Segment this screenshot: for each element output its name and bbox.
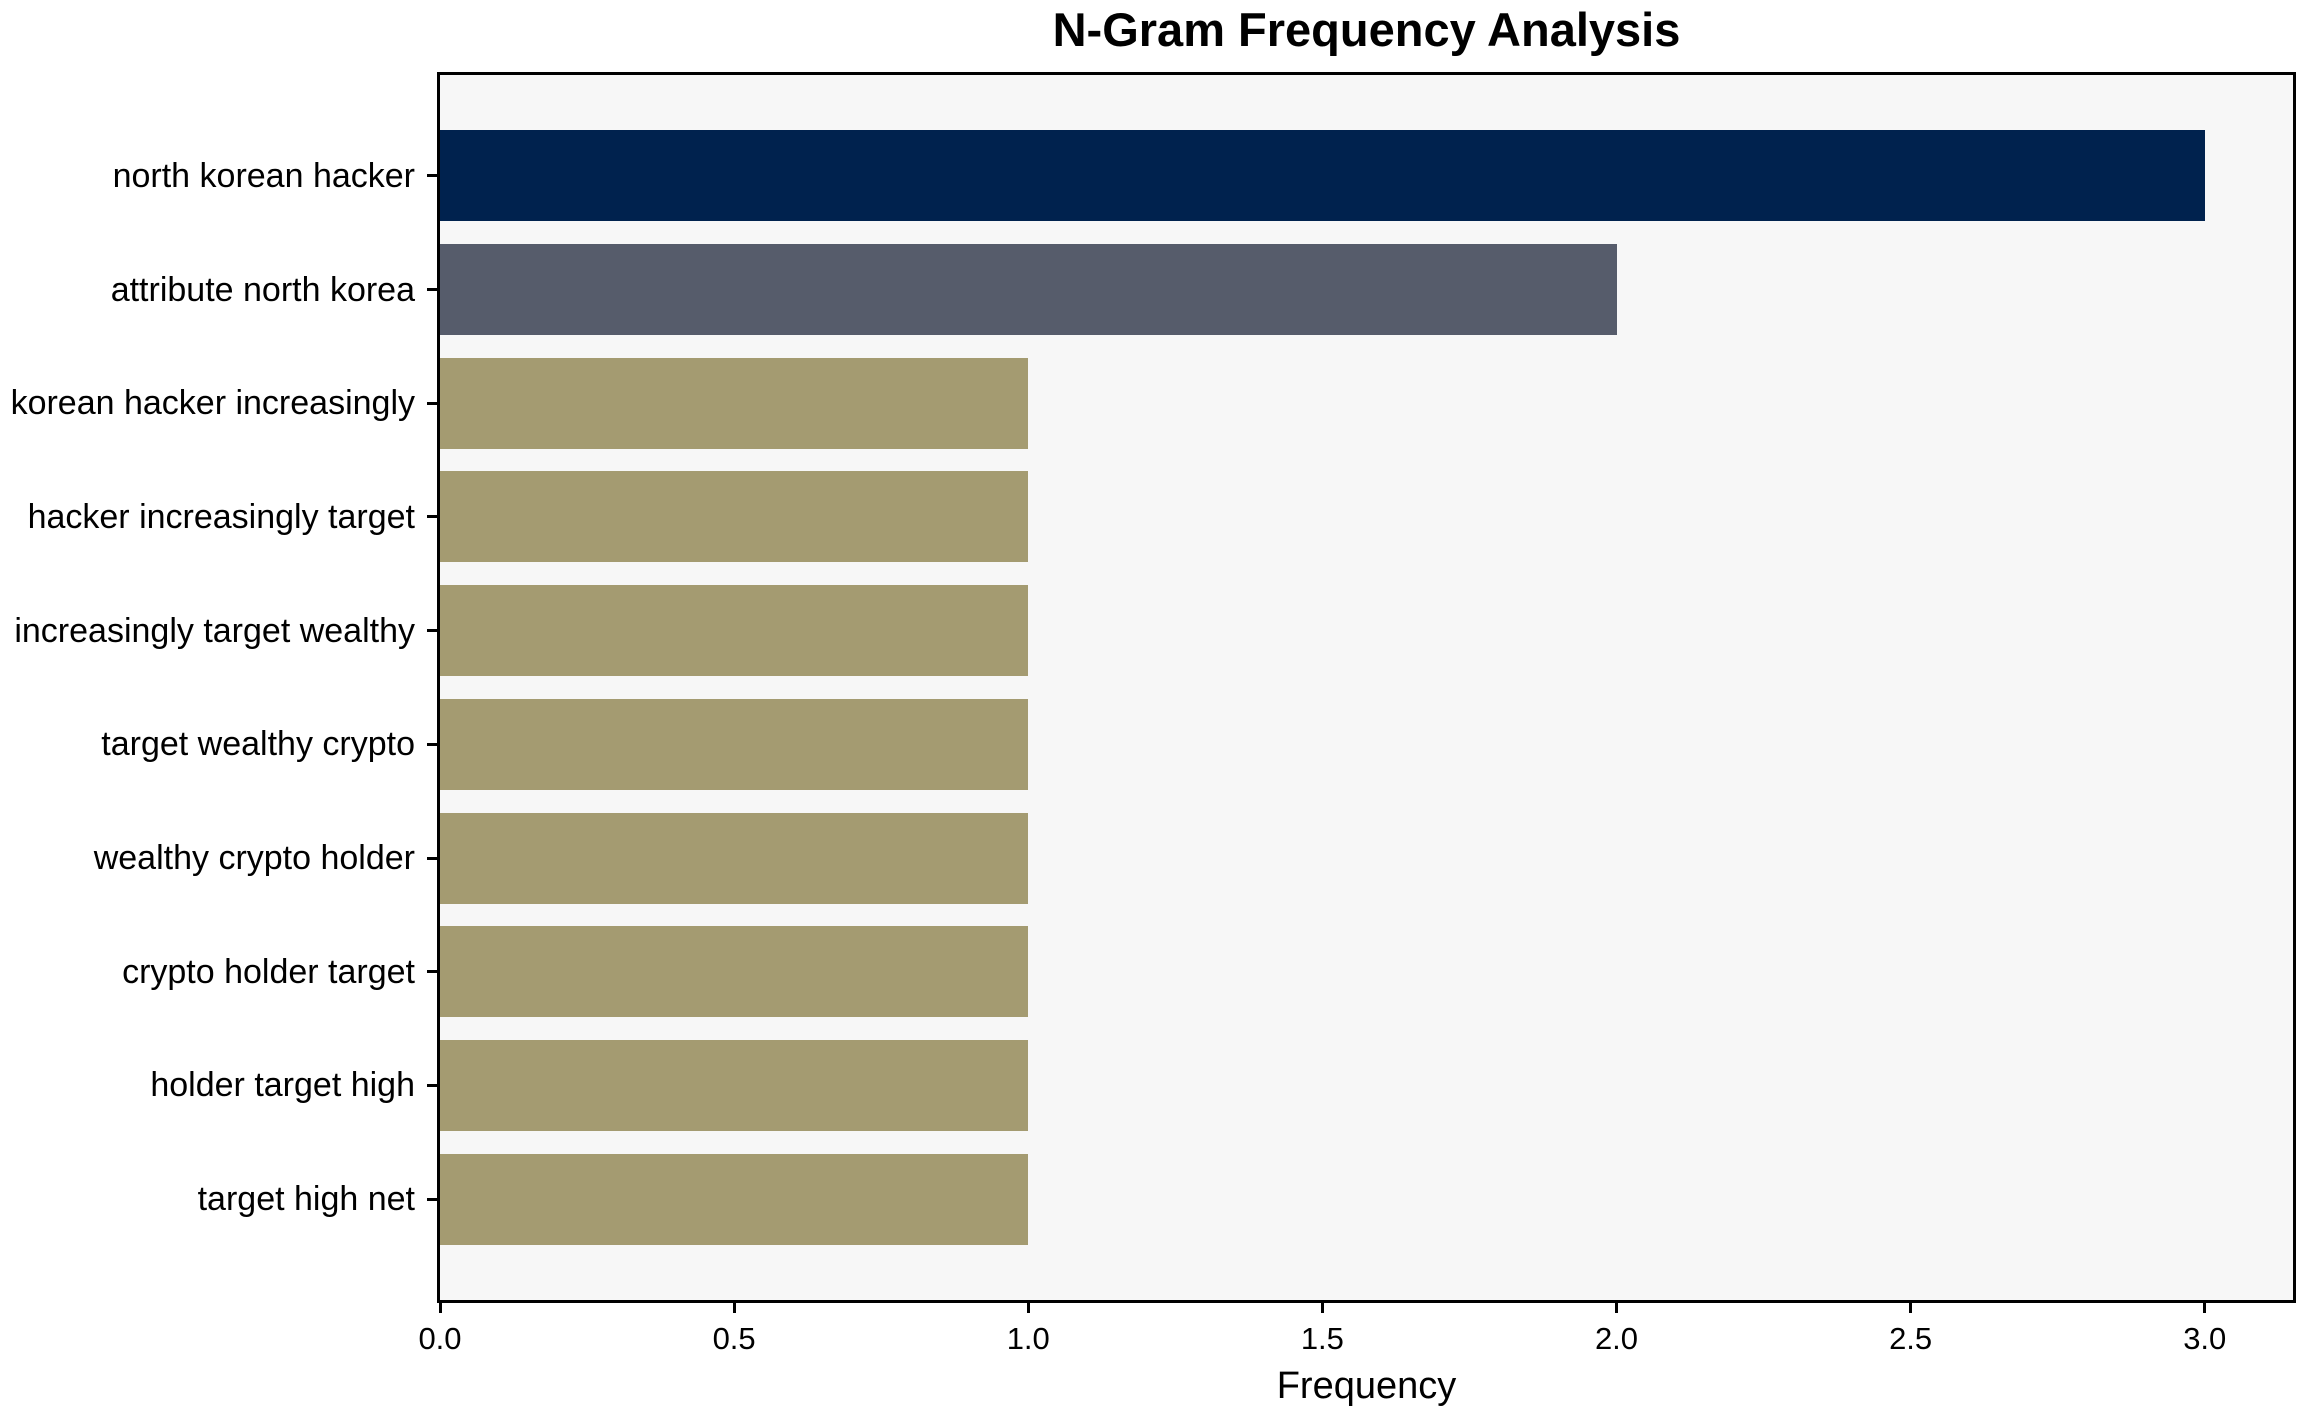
bar [440, 812, 1029, 904]
x-tick-label: 2.0 [1594, 1321, 1639, 1356]
y-tick-label: holder target high [150, 1066, 415, 1105]
y-tick-label: increasingly target wealthy [14, 611, 415, 650]
x-tick-mark [1026, 1303, 1030, 1313]
bar [440, 244, 1617, 336]
y-tick-label: wealthy crypto holder [93, 839, 415, 878]
y-tick-mark [427, 401, 437, 405]
y-tick-mark [427, 174, 437, 178]
y-tick-label: hacker increasingly target [27, 497, 415, 536]
x-tick-mark [1909, 1303, 1913, 1313]
x-tick-label: 1.5 [1300, 1321, 1344, 1356]
bar [440, 698, 1029, 790]
y-tick-mark [427, 515, 437, 519]
bar [440, 1153, 1029, 1245]
bar [440, 471, 1029, 563]
y-tick-mark [427, 1083, 437, 1087]
y-tick-mark [427, 742, 437, 746]
y-tick-label: korean hacker increasingly [10, 384, 415, 423]
y-tick-label: target high net [197, 1180, 415, 1219]
y-tick-mark [427, 970, 437, 974]
bar [440, 1039, 1029, 1131]
x-tick-label: 3.0 [2183, 1321, 2227, 1356]
bar [440, 926, 1029, 1018]
x-tick-label: 0.5 [712, 1321, 756, 1356]
bar [440, 357, 1029, 449]
x-tick-mark [1615, 1303, 1618, 1313]
bar [440, 585, 1029, 677]
x-tick-label: 1.0 [1006, 1321, 1050, 1356]
x-tick-label: 0.0 [418, 1321, 462, 1356]
bar [440, 130, 2205, 222]
x-tick-mark [732, 1303, 736, 1313]
chart-title: N-Gram Frequency Analysis [1052, 3, 1681, 56]
y-tick-label: crypto holder target [122, 952, 415, 991]
x-tick-label: 2.5 [1889, 1321, 1933, 1356]
x-tick-mark [2203, 1303, 2207, 1313]
y-tick-label: target wealthy crypto [101, 725, 415, 764]
plot-area [437, 72, 2296, 1303]
y-tick-mark [427, 288, 437, 292]
x-tick-mark [1320, 1303, 1324, 1313]
y-tick-label: north korean hacker [112, 156, 415, 195]
y-tick-mark [427, 1197, 437, 1201]
y-tick-mark [427, 629, 437, 633]
x-axis-title: Frequency [1276, 1365, 1457, 1407]
x-tick-mark [438, 1303, 442, 1313]
y-tick-mark [427, 856, 437, 860]
y-tick-label: attribute north korea [110, 270, 415, 309]
